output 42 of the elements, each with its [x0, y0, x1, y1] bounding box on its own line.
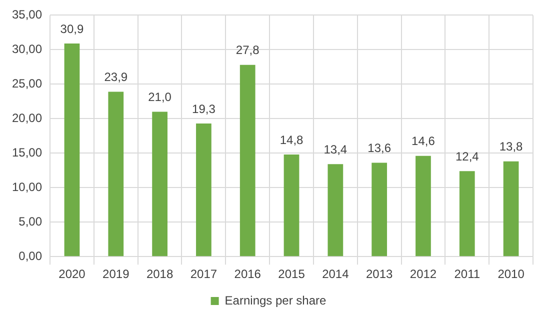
data-label: 13,4: [324, 142, 348, 156]
x-tick-label: 2019: [102, 267, 130, 282]
bar: [108, 92, 124, 256]
data-label: 27,8: [236, 43, 260, 58]
bar: [152, 112, 168, 256]
data-label: 13,6: [368, 141, 392, 156]
x-tick-label: 2015: [278, 267, 306, 282]
bar: [64, 43, 80, 256]
data-label: 23,9: [104, 70, 128, 84]
bar: [459, 171, 475, 256]
bar: [416, 156, 431, 256]
x-tick-label: 2010: [498, 267, 525, 282]
y-tick-label: 10,00: [12, 180, 42, 194]
y-tick-label: 15,00: [12, 145, 42, 160]
y-tick-label: 20,00: [12, 110, 42, 125]
bar: [503, 161, 519, 256]
x-tick-label: 2018: [146, 267, 174, 282]
data-label: 14,8: [280, 132, 304, 147]
y-tick-label: 5,00: [18, 214, 42, 228]
data-label: 30,9: [60, 22, 84, 36]
x-tick-label: 2020: [58, 267, 86, 282]
bar: [284, 154, 300, 256]
x-tick-label: 2017: [190, 267, 218, 282]
bar: [196, 123, 212, 256]
legend-label: Earnings per share: [224, 293, 327, 308]
data-label: 21,0: [148, 90, 172, 104]
data-label: 13,8: [499, 140, 524, 154]
data-label: 12,4: [455, 149, 480, 164]
y-tick-label: 30,00: [12, 42, 42, 56]
bar: [328, 164, 344, 256]
y-tick-label: 25,00: [12, 76, 42, 90]
x-tick-label: 2012: [410, 267, 437, 282]
x-tick-label: 2011: [454, 267, 480, 282]
x-tick-label: 2013: [366, 267, 393, 282]
bar: [372, 162, 388, 256]
data-label: 14,6: [412, 134, 436, 148]
bar: [240, 64, 256, 256]
x-tick-label: 2014: [322, 267, 350, 282]
y-tick-label: 0,00: [18, 248, 42, 263]
x-tick-label: 2016: [234, 267, 262, 282]
y-tick-label: 35,00: [12, 8, 42, 22]
data-label: 19,3: [192, 102, 216, 116]
